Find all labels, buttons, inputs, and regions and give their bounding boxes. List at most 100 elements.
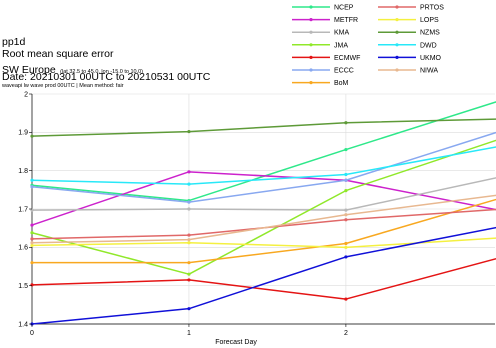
series-eccc [30, 131, 496, 204]
series-metfr [30, 170, 496, 227]
y-tick-label: 1.8 [18, 168, 28, 175]
data-point-eccc [187, 200, 191, 204]
series-line-kma [31, 177, 496, 211]
data-point-jma [30, 231, 34, 235]
data-point-niwa [344, 213, 348, 217]
legend-label-ecmwf: ECMWF [334, 55, 360, 62]
series-line-lops [31, 237, 496, 249]
legend-item-metfr: METFR [292, 17, 358, 24]
data-point-nzms [30, 134, 34, 138]
data-point-niwa [30, 241, 34, 245]
data-point-ecmwf [30, 283, 34, 287]
legend-label-prtos: PRTOS [420, 5, 444, 12]
data-point-niwa [187, 238, 191, 242]
data-point-metfr [187, 170, 191, 174]
series-line-metfr [31, 171, 496, 226]
legend-item-nzms: NZMS [378, 30, 440, 37]
legend-label-kma: KMA [334, 30, 350, 37]
data-point-prtos [187, 233, 191, 237]
y-tick-label: 1.7 [18, 206, 28, 213]
legend-item-jma: JMA [292, 42, 348, 49]
x-tick-label: 1 [187, 330, 191, 337]
legend-marker-nzms [395, 30, 399, 34]
series-kma [30, 177, 496, 212]
legend-label-dwd: DWD [420, 42, 437, 49]
legend-marker-ecmwf [309, 55, 313, 60]
data-point-dwd [30, 178, 34, 182]
legend-marker-lops [395, 18, 399, 22]
region-line: SW Europe (lat 32.5 to 45.0, lon -15.0 t… [2, 60, 143, 78]
legend-item-prtos: PRTOS [378, 5, 444, 12]
data-point-lops [30, 243, 34, 248]
legend-marker-dwd [395, 43, 399, 47]
data-point-nzms [344, 121, 348, 125]
data-point-ecmwf [187, 278, 191, 282]
data-point-lops [344, 245, 348, 249]
y-tick-label: 1.6 [18, 245, 28, 252]
data-point-jma [187, 272, 191, 276]
data-point-jma [344, 189, 348, 193]
data-point-nzms [187, 129, 191, 134]
legend-label-bom: BoM [334, 80, 349, 87]
series-ecmwf [30, 257, 496, 301]
x-tick-label: 2 [344, 330, 348, 337]
series-line-eccc [31, 131, 496, 203]
legend-item-bom: BoM [292, 80, 349, 87]
data-point-prtos [344, 218, 348, 222]
date-range: Date: 20210301 00UTC to 20210531 00UTC [2, 71, 211, 83]
data-point-bom [344, 241, 348, 246]
legend-marker-jma [309, 43, 313, 47]
legend-label-lops: LOPS [420, 17, 439, 24]
legend-marker-ukmo [395, 55, 399, 60]
legend: NCEP METFR KMA JMA ECMWF ECCC BoM PRTOS LOPS NZMS… [292, 5, 444, 87]
data-point-eccc [344, 178, 348, 182]
region-name: SW Europe [2, 64, 56, 76]
data-point-ncep [344, 147, 348, 152]
region-extent: (lat 32.5 to 45.0, lon -15.0 to 10.0) [60, 69, 144, 75]
legend-marker-niwa [395, 68, 399, 72]
series-line-ukmo [31, 226, 496, 325]
series-line-ncep [31, 101, 496, 202]
series-ukmo [30, 226, 496, 326]
legend-item-ncep: NCEP [292, 5, 354, 12]
data-point-dwd [187, 182, 191, 186]
legend-marker-eccc [309, 68, 313, 72]
data-point-bom [30, 261, 34, 265]
data-point-kma [344, 208, 348, 212]
y-axis: 1.4 1.5 1.6 1.7 1.8 1.9 2 [18, 91, 32, 328]
series-bom [30, 198, 496, 265]
legend-item-dwd: DWD [378, 42, 437, 49]
data-point-lops [187, 241, 191, 245]
y-tick-label: 1.5 [18, 283, 28, 290]
legend-label-nzms: NZMS [420, 30, 440, 37]
x-axis-title: Forecast Day [215, 339, 257, 346]
data-point-eccc [30, 185, 34, 189]
grid [31, 93, 495, 325]
series-line-jma [31, 139, 496, 275]
series-line-nzms [31, 118, 496, 137]
data-point-metfr [30, 223, 34, 227]
series-prtos [30, 208, 496, 241]
legend-label-eccc: ECCC [334, 68, 354, 75]
x-axis: 0 1 2 [30, 324, 348, 337]
data-point-ukmo [344, 255, 348, 259]
series-lops [30, 237, 496, 249]
legend-item-eccc: ECCC [292, 68, 354, 75]
x-tick-label: 0 [30, 330, 34, 337]
series-line-bom [32, 198, 496, 264]
series-line-ecmwf [31, 257, 496, 300]
legend-label-metfr: METFR [334, 17, 358, 24]
data-point-ukmo [187, 307, 191, 311]
legend-item-niwa: NIWA [378, 68, 438, 75]
legend-item-ecmwf: ECMWF [292, 55, 360, 62]
series-niwa [30, 194, 496, 245]
y-tick-label: 2 [24, 91, 28, 98]
series-line-dwd [31, 146, 496, 185]
legend-item-ukmo: UKMO [378, 55, 442, 62]
data-point-kma [30, 208, 34, 212]
chart-subtitle: waveapi lw wave prod 00UTC | Mean method… [2, 83, 124, 89]
metric-title: Root mean square error [2, 48, 114, 60]
data-point-prtos [30, 237, 34, 241]
series-line-niwa [31, 194, 496, 244]
